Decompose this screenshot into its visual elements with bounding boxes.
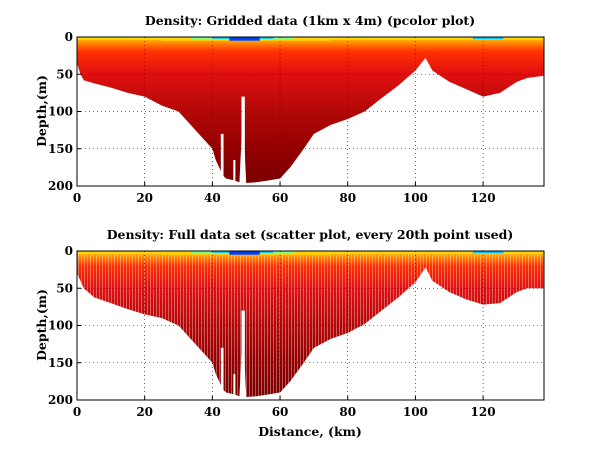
y-tick-label: 150 <box>48 142 73 156</box>
bottom-panel-plot-area <box>77 251 544 400</box>
top-panel-surface-layer <box>77 37 544 41</box>
x-tick-label: 80 <box>339 191 356 205</box>
x-tick-label: 60 <box>272 191 289 205</box>
data-gap <box>220 133 224 186</box>
data-gap <box>241 96 245 186</box>
surface-cyan-patch-east <box>472 37 504 40</box>
y-tick-label: 200 <box>48 179 73 193</box>
y-tick-label: 0 <box>65 30 73 44</box>
x-tick-label: 100 <box>403 191 428 205</box>
x-tick-label: 80 <box>339 405 356 419</box>
surface-blue-patch <box>229 37 260 41</box>
data-gap <box>233 159 236 186</box>
bottom-panel-x-axis-label: Distance, (km) <box>258 424 362 439</box>
bottom-panel-surface-layer <box>77 251 544 255</box>
data-gap <box>233 373 236 400</box>
x-tick-label: 60 <box>272 405 289 419</box>
x-tick-label: 120 <box>471 191 496 205</box>
x-tick-label: 40 <box>204 191 221 205</box>
top-panel: Density: Gridded data (1km x 4m) (pcolor… <box>34 13 545 205</box>
top-panel-plot-area <box>77 37 544 186</box>
x-tick-label: 20 <box>136 191 153 205</box>
y-tick-label: 100 <box>48 105 73 119</box>
y-tick-label: 50 <box>56 281 73 295</box>
y-tick-label: 150 <box>48 356 73 370</box>
y-tick-label: 200 <box>48 393 73 407</box>
data-gap <box>220 347 224 400</box>
x-tick-label: 120 <box>471 405 496 419</box>
x-tick-label: 40 <box>204 405 221 419</box>
top-panel-data-gaps <box>220 96 245 186</box>
bottom-panel-x-ticks: 0 20 40 60 80 100 120 <box>73 396 496 419</box>
top-panel-grid <box>77 37 544 186</box>
top-panel-y-ticks: 0 50 100 150 200 <box>48 30 81 193</box>
top-panel-y-axis-label: Depth,(m) <box>34 75 49 147</box>
bottom-panel-scatter-texture <box>77 251 544 398</box>
top-panel-title: Density: Gridded data (1km x 4m) (pcolor… <box>145 13 475 28</box>
surface-blue-patch <box>229 251 260 255</box>
bottom-panel: Density: Full data set (scatter plot, ev… <box>34 227 545 439</box>
data-gap <box>241 310 245 400</box>
x-tick-label: 100 <box>403 405 428 419</box>
bottom-panel-y-ticks: 0 50 100 150 200 <box>48 244 81 407</box>
y-tick-label: 100 <box>48 319 73 333</box>
top-panel-density-field <box>77 37 544 184</box>
y-tick-label: 50 <box>56 67 73 81</box>
top-panel-x-ticks: 0 20 40 60 80 100 120 <box>73 182 496 205</box>
bottom-panel-grid <box>77 251 544 400</box>
x-tick-label: 0 <box>73 405 81 419</box>
bottom-panel-y-axis-label: Depth,(m) <box>34 289 49 361</box>
bottom-panel-data-gaps <box>220 310 245 400</box>
y-tick-label: 0 <box>65 244 73 258</box>
surface-cyan-patch-east <box>472 251 504 254</box>
x-tick-label: 20 <box>136 405 153 419</box>
x-tick-label: 0 <box>73 191 81 205</box>
bottom-panel-title: Density: Full data set (scatter plot, ev… <box>107 227 514 242</box>
